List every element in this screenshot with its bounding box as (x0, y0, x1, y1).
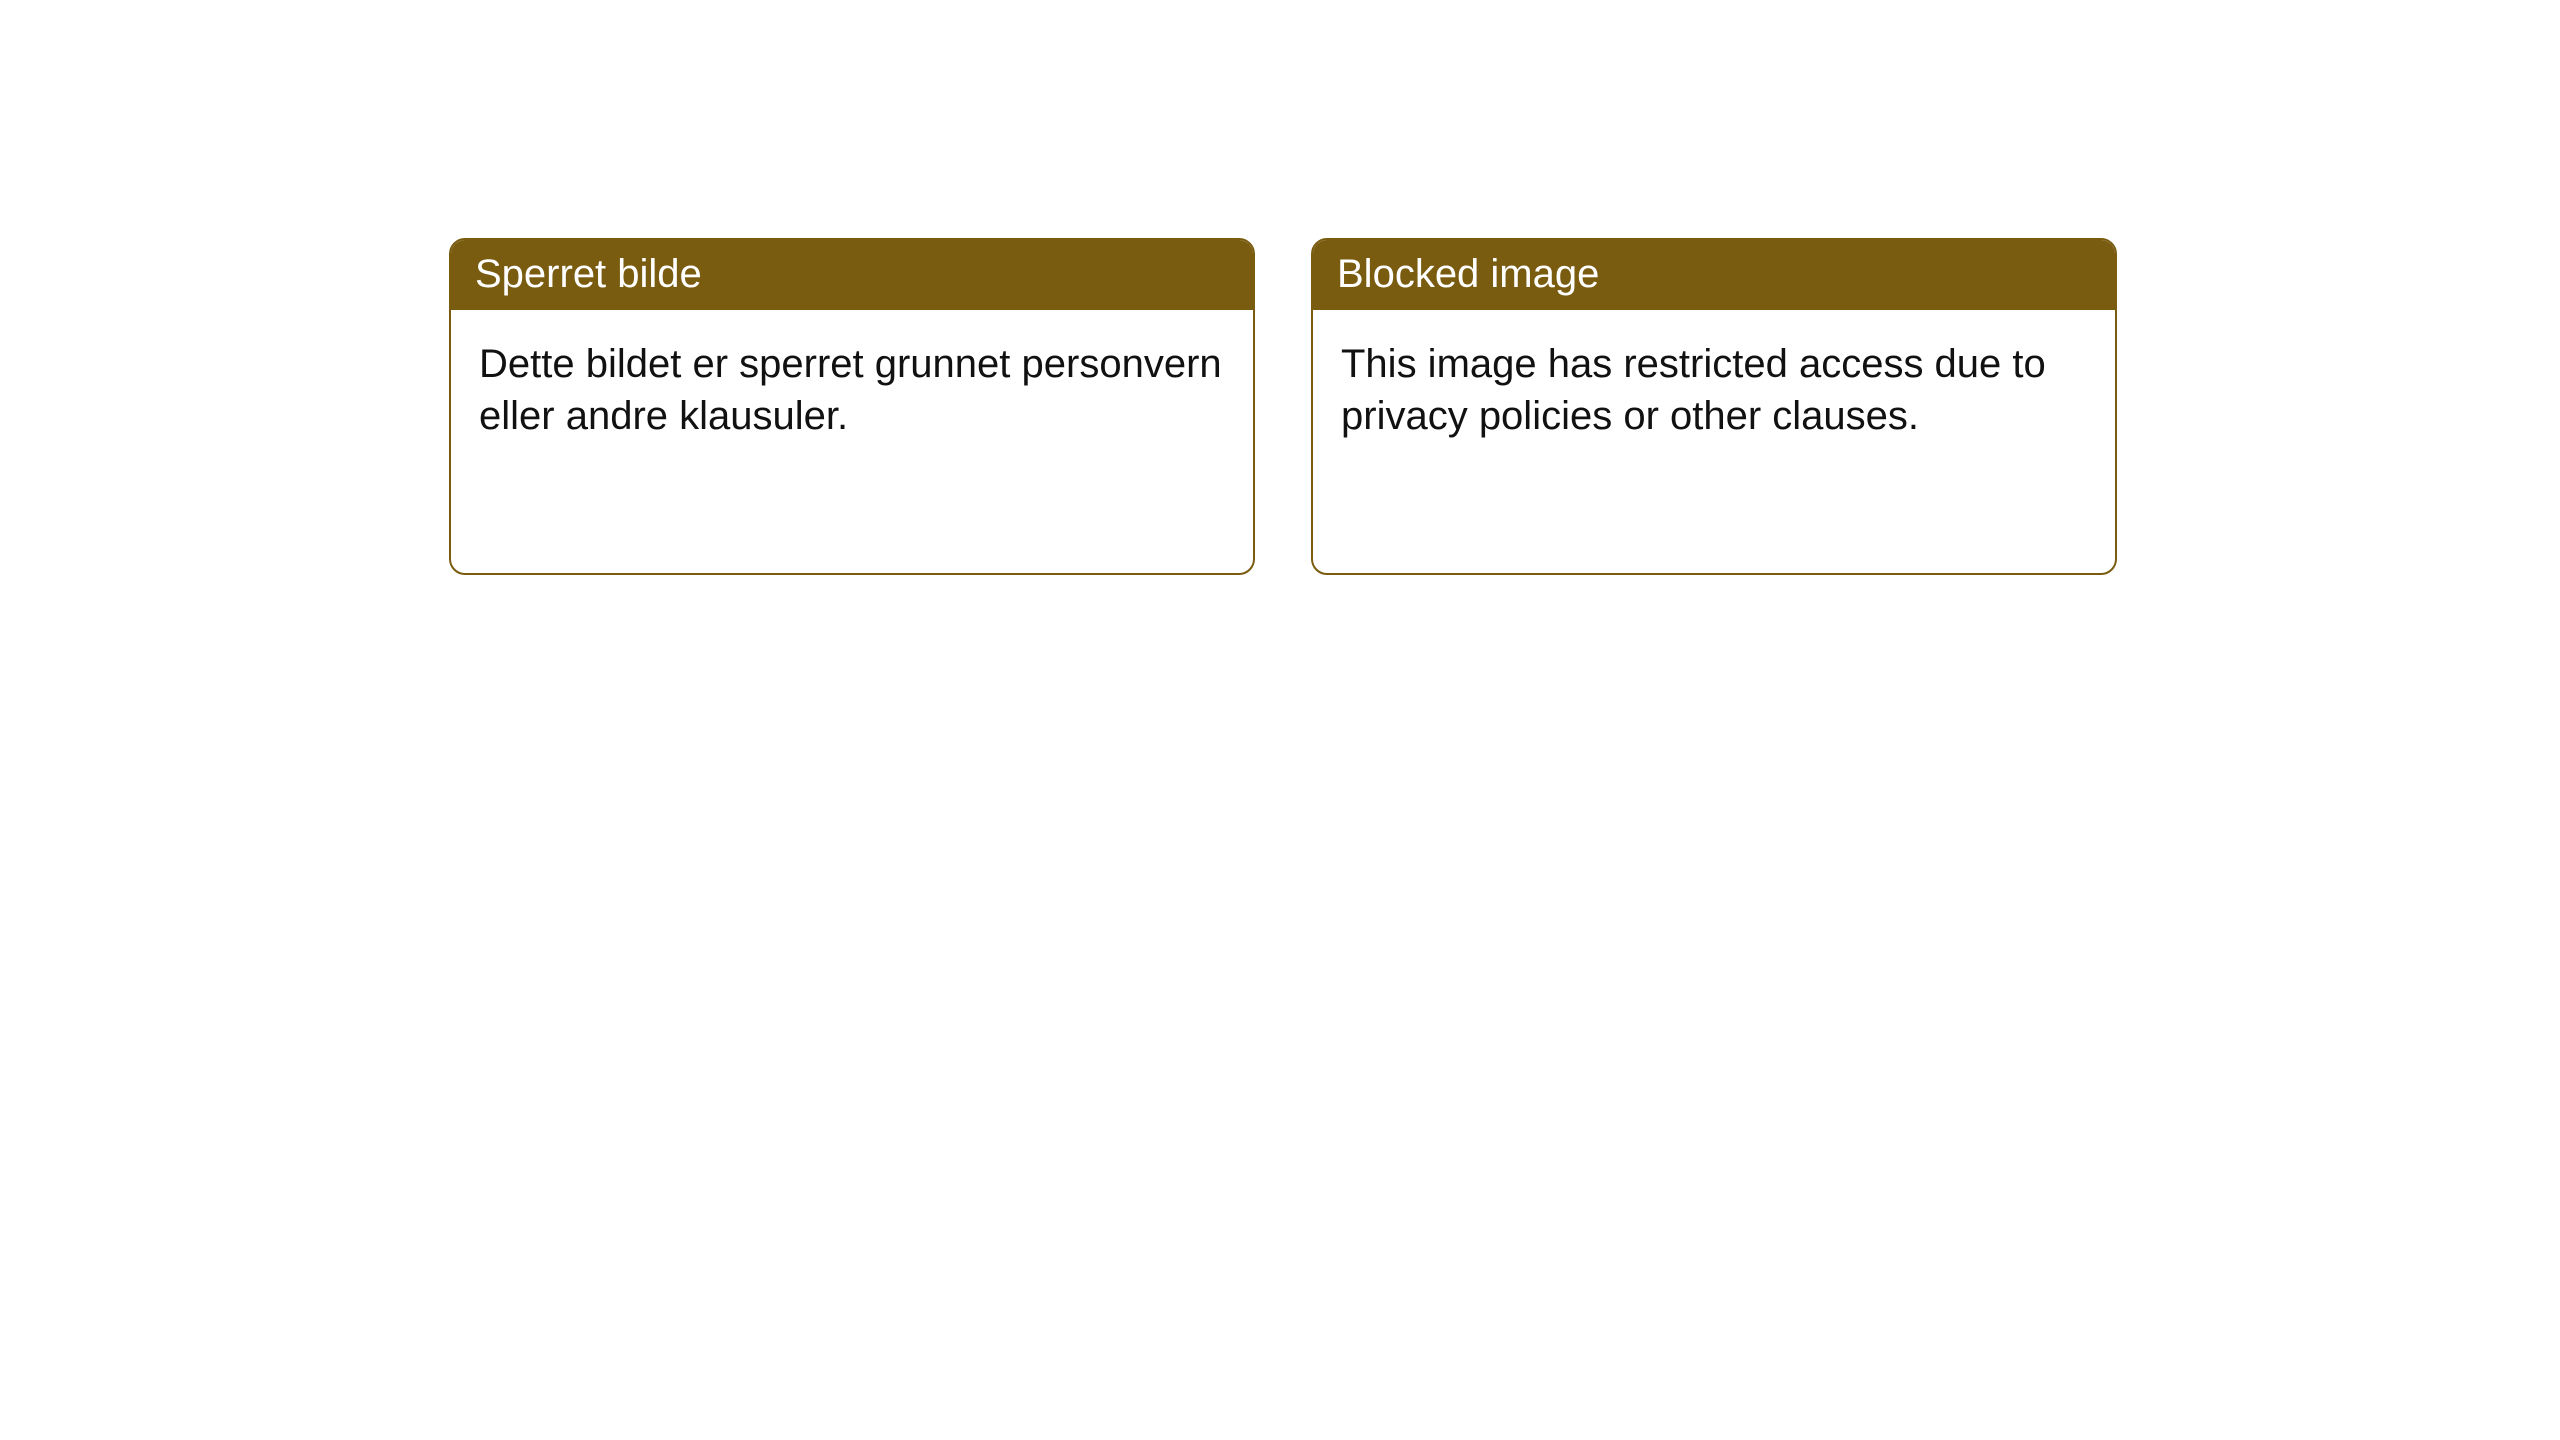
card-body: This image has restricted access due to … (1313, 310, 2115, 470)
blocked-image-card-norwegian: Sperret bilde Dette bildet er sperret gr… (449, 238, 1255, 575)
card-body: Dette bildet er sperret grunnet personve… (451, 310, 1253, 470)
blocked-image-card-english: Blocked image This image has restricted … (1311, 238, 2117, 575)
blocked-image-cards: Sperret bilde Dette bildet er sperret gr… (449, 238, 2117, 575)
card-title: Blocked image (1313, 240, 2115, 310)
card-title: Sperret bilde (451, 240, 1253, 310)
